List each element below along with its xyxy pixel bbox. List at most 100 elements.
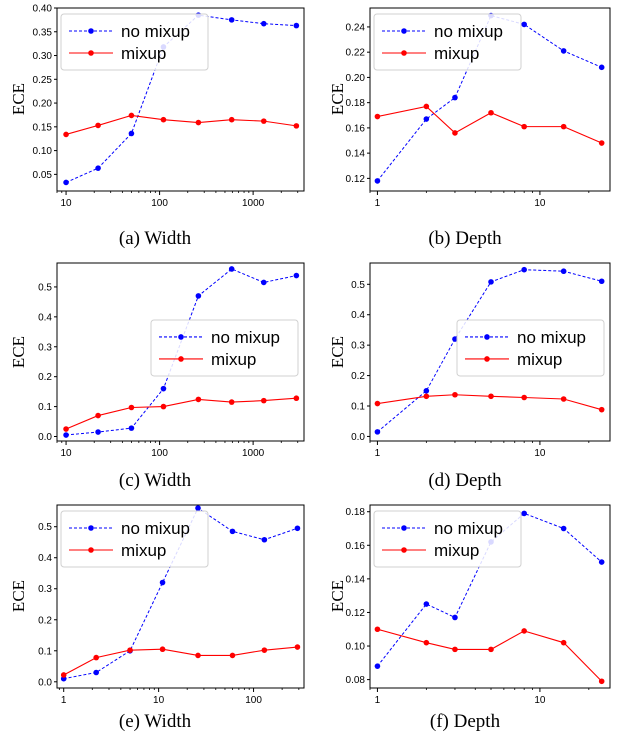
chart-panel-4: 0.0 0.1 0.2 0.3 0.4 0.5 1 10 no mixup mixup ECE (d)… bbox=[328, 262, 611, 491]
x-tick-label: 10 bbox=[534, 198, 546, 209]
y-tick-label: 0.5 bbox=[38, 282, 52, 293]
data-point bbox=[160, 116, 167, 123]
x-tick-label: 1 bbox=[375, 198, 381, 209]
data-point bbox=[261, 536, 268, 543]
data-point bbox=[374, 663, 381, 669]
data-point bbox=[374, 429, 381, 435]
data-point bbox=[598, 278, 605, 285]
data-point bbox=[374, 113, 381, 120]
panel-caption: (e) Width bbox=[119, 711, 192, 732]
plot-frame bbox=[369, 504, 611, 689]
data-point bbox=[560, 123, 567, 130]
x-tick-label: 10 bbox=[534, 448, 546, 459]
data-point bbox=[195, 396, 202, 403]
data-point bbox=[521, 394, 527, 401]
legend-marker bbox=[88, 525, 94, 531]
y-tick-label: 0.05 bbox=[33, 170, 53, 181]
x-tick-label: 100 bbox=[151, 448, 168, 459]
y-tick-label: 0.4 bbox=[351, 310, 365, 321]
y-tick-label: 0.30 bbox=[33, 51, 53, 62]
data-point bbox=[521, 21, 527, 28]
legend-marker bbox=[484, 334, 490, 340]
legend-marker bbox=[88, 28, 94, 34]
data-point bbox=[160, 403, 167, 410]
chart-panel-5: 0.0 0.1 0.2 0.3 0.4 0.5 1 10 100 no mixup mixup ECE… bbox=[9, 504, 305, 732]
data-point bbox=[93, 654, 100, 661]
legend: no mixup mixup bbox=[373, 510, 522, 568]
data-point bbox=[423, 103, 430, 110]
data-point bbox=[560, 396, 567, 402]
y-tick-label: 0.18 bbox=[346, 98, 366, 109]
data-point bbox=[374, 178, 381, 184]
y-tick-label: 0.16 bbox=[346, 123, 366, 134]
panel-caption: (c) Width bbox=[119, 470, 192, 491]
data-point bbox=[452, 336, 458, 342]
y-tick-label: 0.22 bbox=[346, 48, 366, 59]
x-tick-label: 1000 bbox=[242, 448, 265, 459]
x-tick-label: 10 bbox=[61, 448, 73, 459]
legend-label: mixup bbox=[434, 541, 479, 560]
legend-label: mixup bbox=[121, 541, 166, 560]
panel-caption: (d) Depth bbox=[428, 470, 502, 491]
data-point bbox=[260, 397, 267, 404]
y-tick-label: 0.5 bbox=[351, 280, 365, 291]
chart-panel-2: 0.12 0.14 0.16 0.18 0.20 0.22 0.24 1 10 no mixup m… bbox=[328, 7, 611, 249]
data-point bbox=[128, 425, 135, 431]
x-tick-label: 1 bbox=[375, 448, 381, 459]
legend-label: mixup bbox=[434, 44, 479, 63]
legend-marker bbox=[401, 28, 407, 34]
data-point bbox=[521, 628, 527, 634]
data-point bbox=[63, 179, 69, 186]
legend: no mixup mixup bbox=[456, 319, 605, 377]
x-tick-label: 100 bbox=[245, 695, 262, 706]
x-tick-label: 10 bbox=[534, 695, 546, 706]
data-point bbox=[160, 385, 167, 392]
plot-frame bbox=[56, 7, 305, 192]
y-tick-label: 0.3 bbox=[38, 342, 52, 353]
legend-marker bbox=[88, 547, 94, 553]
plot-frame bbox=[369, 262, 611, 442]
legend-label: no mixup bbox=[121, 22, 190, 41]
series-line-mixup bbox=[65, 114, 297, 135]
y-tick-label: 0.18 bbox=[346, 507, 366, 518]
data-point bbox=[228, 116, 235, 123]
data-point bbox=[488, 109, 494, 116]
data-point bbox=[560, 268, 567, 275]
legend-box bbox=[373, 13, 522, 71]
data-point bbox=[293, 395, 300, 402]
data-point bbox=[195, 293, 202, 299]
legend: no mixup mixup bbox=[60, 510, 209, 568]
legend-box bbox=[373, 510, 522, 568]
data-point bbox=[521, 266, 527, 273]
data-point bbox=[229, 528, 236, 535]
data-point bbox=[423, 639, 430, 646]
legend-label: mixup bbox=[121, 44, 166, 63]
plot-frame bbox=[369, 7, 611, 192]
data-point bbox=[423, 601, 430, 607]
y-tick-label: 0.12 bbox=[346, 608, 366, 619]
data-point bbox=[63, 432, 69, 438]
y-axis-label: ECE bbox=[9, 580, 28, 612]
data-point bbox=[95, 165, 101, 171]
chart-panel-3: 0.0 0.1 0.2 0.3 0.4 0.5 10 100 1000 no mixup mixup… bbox=[9, 262, 305, 491]
y-tick-label: 0.20 bbox=[346, 73, 366, 84]
legend-marker bbox=[88, 50, 94, 56]
data-point bbox=[95, 122, 101, 129]
x-tick-label: 1000 bbox=[242, 198, 265, 209]
y-tick-label: 0.0 bbox=[38, 432, 52, 443]
y-tick-label: 0.15 bbox=[33, 122, 53, 133]
data-point bbox=[228, 399, 235, 405]
y-tick-label: 0.5 bbox=[38, 522, 52, 533]
data-point bbox=[521, 123, 527, 130]
data-point bbox=[488, 279, 494, 285]
y-tick-label: 0.08 bbox=[346, 675, 366, 686]
y-tick-label: 0.14 bbox=[346, 149, 366, 160]
data-point bbox=[423, 116, 430, 122]
legend-marker bbox=[401, 50, 407, 56]
data-point bbox=[598, 406, 605, 413]
legend-label: no mixup bbox=[211, 328, 280, 347]
y-tick-label: 0.3 bbox=[351, 341, 365, 352]
data-point bbox=[560, 525, 567, 532]
data-point bbox=[452, 391, 458, 398]
y-tick-label: 0.4 bbox=[38, 312, 52, 323]
